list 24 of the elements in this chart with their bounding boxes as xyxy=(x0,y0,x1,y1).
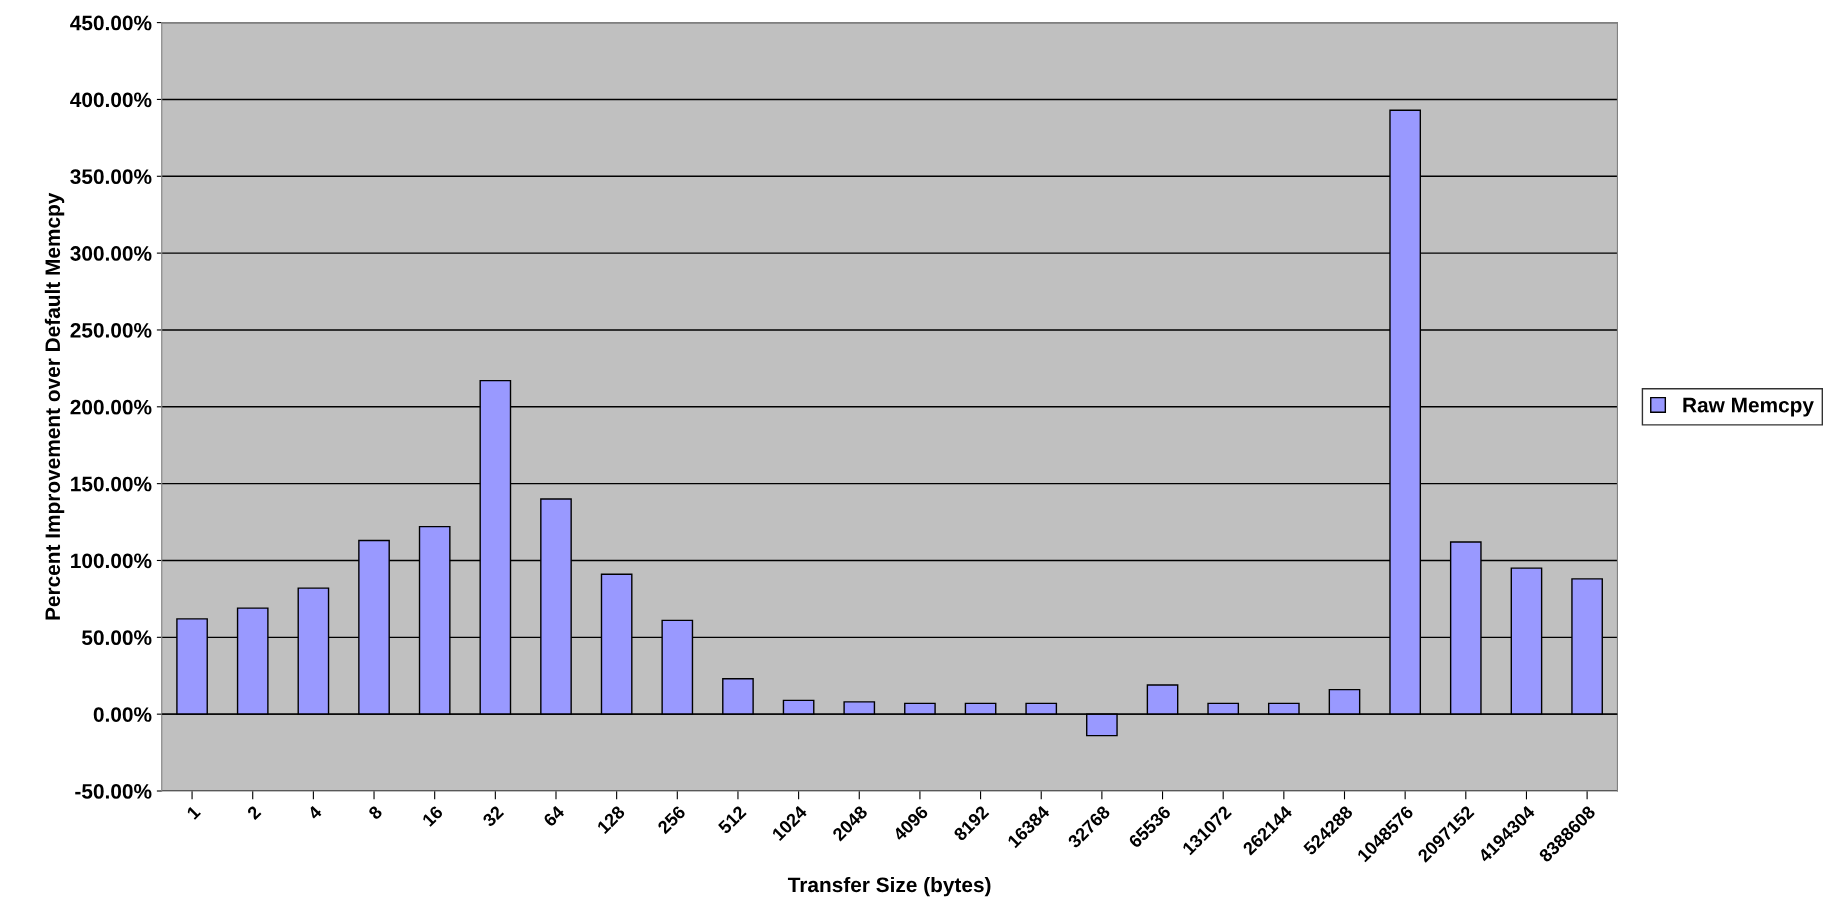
x-tick-label: 4 xyxy=(306,804,323,821)
y-tick-label: -50.00% xyxy=(75,784,152,799)
x-tick-label: 128 xyxy=(596,804,626,835)
y-tick-label: 350.00% xyxy=(70,169,152,185)
x-tick-label: 2 xyxy=(246,805,262,821)
x-tick-label: 16 xyxy=(421,804,444,827)
y-tick-label: 450.00% xyxy=(70,15,152,31)
x-tick-label: 64 xyxy=(542,804,566,828)
x-tick-label: 1 xyxy=(186,805,201,820)
y-tick-label: 400.00% xyxy=(70,92,152,108)
y-tick-label: 100.00% xyxy=(71,553,152,569)
y-tick-label: 250.00% xyxy=(70,322,152,338)
x-tick-label: 512 xyxy=(717,805,747,835)
y-tick-label: 300.00% xyxy=(70,246,152,261)
x-axis-title: Transfer Size (bytes) xyxy=(787,876,991,897)
x-tick-label: 256 xyxy=(656,804,687,835)
y-tick-label: 200.00% xyxy=(70,399,152,415)
y-tick-label: 0.00% xyxy=(93,707,152,722)
x-tick-label: 8 xyxy=(367,804,384,821)
y-axis-title: Percent Improvement over Default Memcpy xyxy=(44,192,65,620)
y-tick-label: 50.00% xyxy=(82,630,152,646)
legend-label: Raw Memcpy xyxy=(1683,397,1814,417)
y-tick-label: 150.00% xyxy=(71,476,152,492)
x-tick-label: 32 xyxy=(481,805,505,828)
